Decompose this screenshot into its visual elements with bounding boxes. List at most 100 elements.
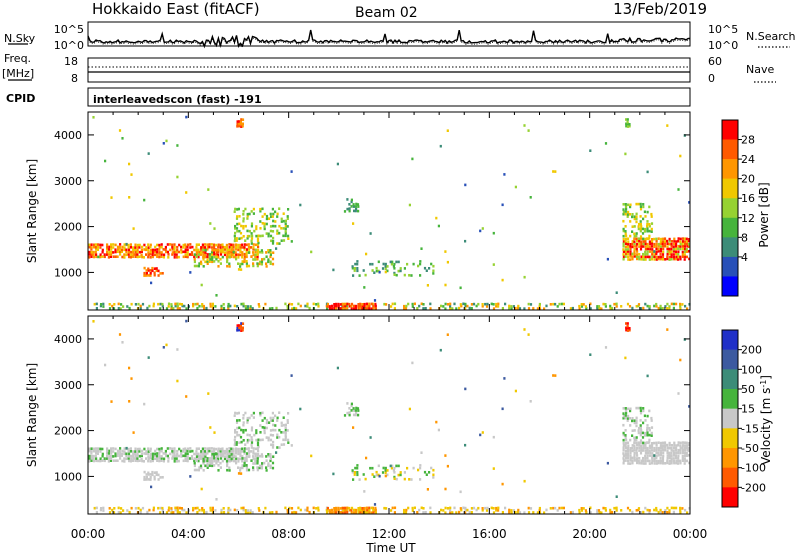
power-cell bbox=[202, 250, 205, 254]
power-cell bbox=[393, 307, 396, 310]
velocity-cell bbox=[242, 431, 245, 434]
velocity-cell bbox=[171, 447, 174, 451]
power-cell bbox=[176, 306, 179, 310]
power-cell bbox=[269, 253, 272, 256]
power-cell bbox=[631, 245, 634, 249]
power-cell bbox=[470, 307, 473, 310]
velocity-cell bbox=[655, 506, 658, 510]
power-cell bbox=[265, 222, 268, 226]
velocity-cell bbox=[184, 447, 187, 450]
velocity-cell bbox=[190, 457, 194, 460]
velocity-cell bbox=[659, 444, 662, 447]
velocity-cell bbox=[361, 511, 364, 514]
velocity-cell bbox=[155, 471, 158, 474]
power-cell bbox=[641, 227, 644, 231]
power-cell bbox=[650, 230, 653, 233]
velocity-cell bbox=[662, 451, 665, 455]
velocity-cell bbox=[679, 444, 682, 447]
velocity-cell bbox=[233, 414, 236, 417]
velocity-cell bbox=[290, 507, 294, 510]
velocity-cell bbox=[227, 509, 230, 512]
velocity-cell bbox=[681, 451, 684, 454]
power-cell bbox=[272, 212, 275, 216]
velocity-cell bbox=[674, 449, 677, 452]
power-cell bbox=[243, 243, 246, 246]
velocity-cell bbox=[336, 366, 339, 370]
power-cell bbox=[651, 238, 654, 241]
power-cell bbox=[486, 302, 489, 306]
velocity-cell bbox=[254, 462, 257, 465]
x-tick-label: 08:00 bbox=[271, 527, 306, 541]
power-cell bbox=[162, 255, 165, 259]
power-cell bbox=[166, 243, 169, 246]
power-cell bbox=[641, 232, 645, 235]
power-cell bbox=[635, 255, 638, 259]
velocity-cell bbox=[529, 507, 533, 510]
velocity-cell bbox=[420, 506, 423, 510]
velocity-cell bbox=[196, 506, 199, 510]
velocity-cell bbox=[153, 454, 156, 458]
velocity-cell bbox=[419, 466, 422, 470]
velocity-cell bbox=[271, 434, 275, 437]
velocity-cell bbox=[293, 510, 296, 514]
power-cell bbox=[429, 302, 432, 306]
power-cell bbox=[650, 212, 653, 216]
velocity-cell bbox=[213, 457, 216, 460]
velocity-cell bbox=[198, 508, 201, 512]
velocity-cell bbox=[622, 407, 625, 410]
velocity-cell bbox=[626, 322, 629, 325]
power-cell bbox=[250, 210, 253, 213]
velocity-cell bbox=[274, 414, 277, 418]
velocity-cell bbox=[657, 454, 660, 457]
velocity-cell bbox=[166, 447, 169, 450]
power-cell bbox=[655, 247, 658, 251]
power-cell bbox=[202, 245, 205, 249]
power-cell bbox=[363, 286, 366, 289]
velocity-cell bbox=[110, 457, 113, 460]
power-cell bbox=[295, 307, 298, 310]
velocity-cell bbox=[344, 508, 347, 512]
velocity-cell bbox=[335, 508, 338, 512]
power-cell bbox=[372, 304, 375, 308]
velocity-cell bbox=[659, 451, 662, 455]
power-cell bbox=[492, 303, 495, 306]
velocity-cell bbox=[661, 448, 664, 452]
velocity-cell bbox=[464, 508, 467, 512]
velocity-cell bbox=[371, 466, 374, 470]
velocity-cell bbox=[206, 464, 209, 467]
velocity-cell bbox=[668, 454, 671, 457]
power-cell bbox=[390, 262, 393, 266]
velocity-cell bbox=[276, 433, 279, 437]
velocity-cell bbox=[173, 454, 176, 458]
velocity-cell bbox=[259, 411, 262, 415]
velocity-cell bbox=[222, 449, 225, 453]
power-cell bbox=[684, 247, 687, 251]
power-cell bbox=[241, 260, 244, 263]
power-cell bbox=[672, 255, 675, 259]
power-cell bbox=[191, 245, 194, 249]
velocity-cell bbox=[241, 466, 244, 470]
power-cell bbox=[677, 252, 680, 256]
velocity-cell bbox=[622, 449, 625, 452]
velocity-cell bbox=[668, 456, 671, 460]
velocity-cell bbox=[624, 436, 627, 440]
power-cell bbox=[679, 240, 682, 243]
velocity-cell bbox=[653, 454, 656, 457]
power-cell bbox=[651, 255, 654, 259]
velocity-cell bbox=[624, 409, 628, 413]
power-cell bbox=[355, 202, 358, 206]
velocity-cell bbox=[668, 446, 671, 450]
power-cell bbox=[106, 253, 109, 256]
velocity-cell bbox=[267, 436, 270, 440]
power-cell bbox=[107, 253, 110, 256]
power-cell bbox=[149, 250, 152, 254]
power-cell bbox=[655, 240, 658, 243]
power-cell bbox=[127, 243, 130, 247]
power-cell bbox=[293, 306, 296, 310]
power-cell bbox=[675, 240, 678, 243]
power-cell bbox=[160, 243, 163, 246]
velocity-cell bbox=[272, 455, 275, 458]
velocity-cell bbox=[635, 421, 638, 425]
velocity-cell bbox=[238, 326, 241, 330]
power-cell bbox=[210, 243, 213, 246]
